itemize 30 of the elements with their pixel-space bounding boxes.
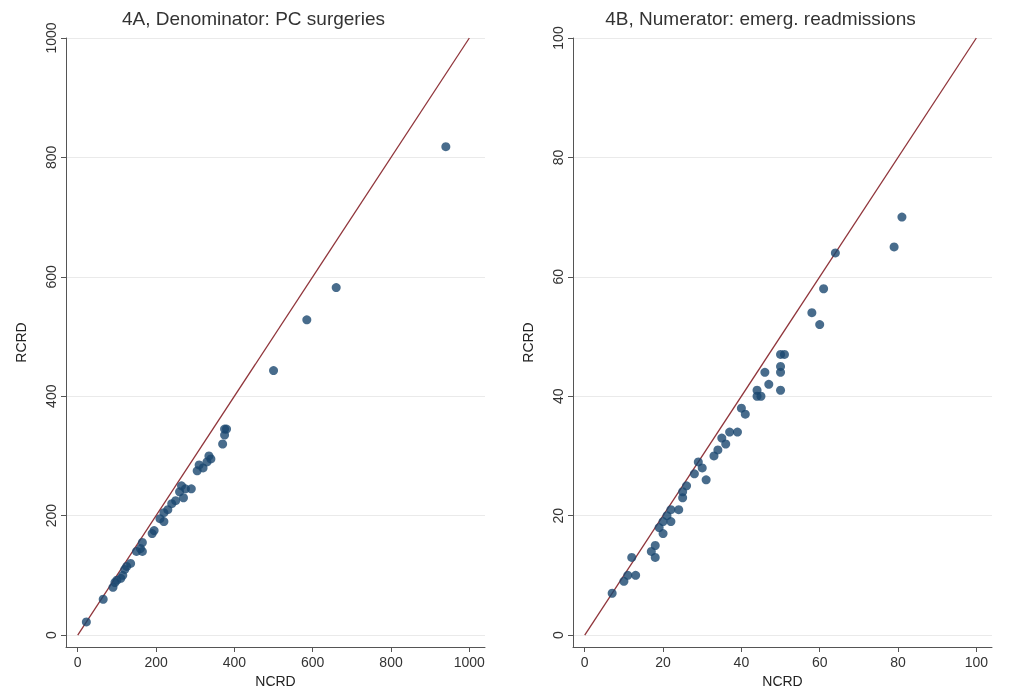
x-tick-label: 200	[144, 654, 168, 670]
chart-title: 4B, Numerator: emerg. readmissions	[605, 8, 916, 29]
y-tick-label: 800	[43, 145, 59, 170]
x-axis-title: NCRD	[762, 672, 803, 689]
chart-title: 4A, Denominator: PC surgeries	[122, 8, 385, 29]
y-tick-label: 0	[43, 630, 59, 639]
x-tick-label: 600	[301, 654, 325, 670]
x-tick-label: 80	[890, 654, 907, 670]
x-tick-label: 60	[811, 654, 828, 670]
y-axis-title: RCRD	[13, 322, 29, 363]
y-tick-label: 60	[550, 268, 566, 285]
x-tick-label: 100	[964, 654, 989, 670]
y-tick-label: 80	[550, 149, 566, 166]
y-tick-label: 1000	[43, 22, 59, 54]
x-tick-label: 400	[222, 654, 247, 670]
y-tick-label: 40	[550, 388, 566, 405]
x-tick-label: 20	[655, 654, 672, 670]
y-axis-title: RCRD	[520, 322, 536, 363]
y-tick-label: 100	[550, 26, 566, 50]
y-tick-label: 400	[43, 384, 59, 408]
x-tick-label: 1000	[453, 654, 486, 670]
x-tick-label: 800	[379, 654, 403, 670]
x-axis-title: NCRD	[255, 672, 296, 689]
y-tick-label: 20	[550, 507, 566, 524]
y-tick-label: 600	[43, 264, 59, 289]
y-tick-label: 200	[43, 503, 59, 528]
x-tick-label: 0	[580, 654, 589, 670]
y-tick-label: 0	[550, 630, 566, 639]
x-tick-label: 40	[733, 654, 750, 670]
x-tick-label: 0	[73, 654, 82, 670]
